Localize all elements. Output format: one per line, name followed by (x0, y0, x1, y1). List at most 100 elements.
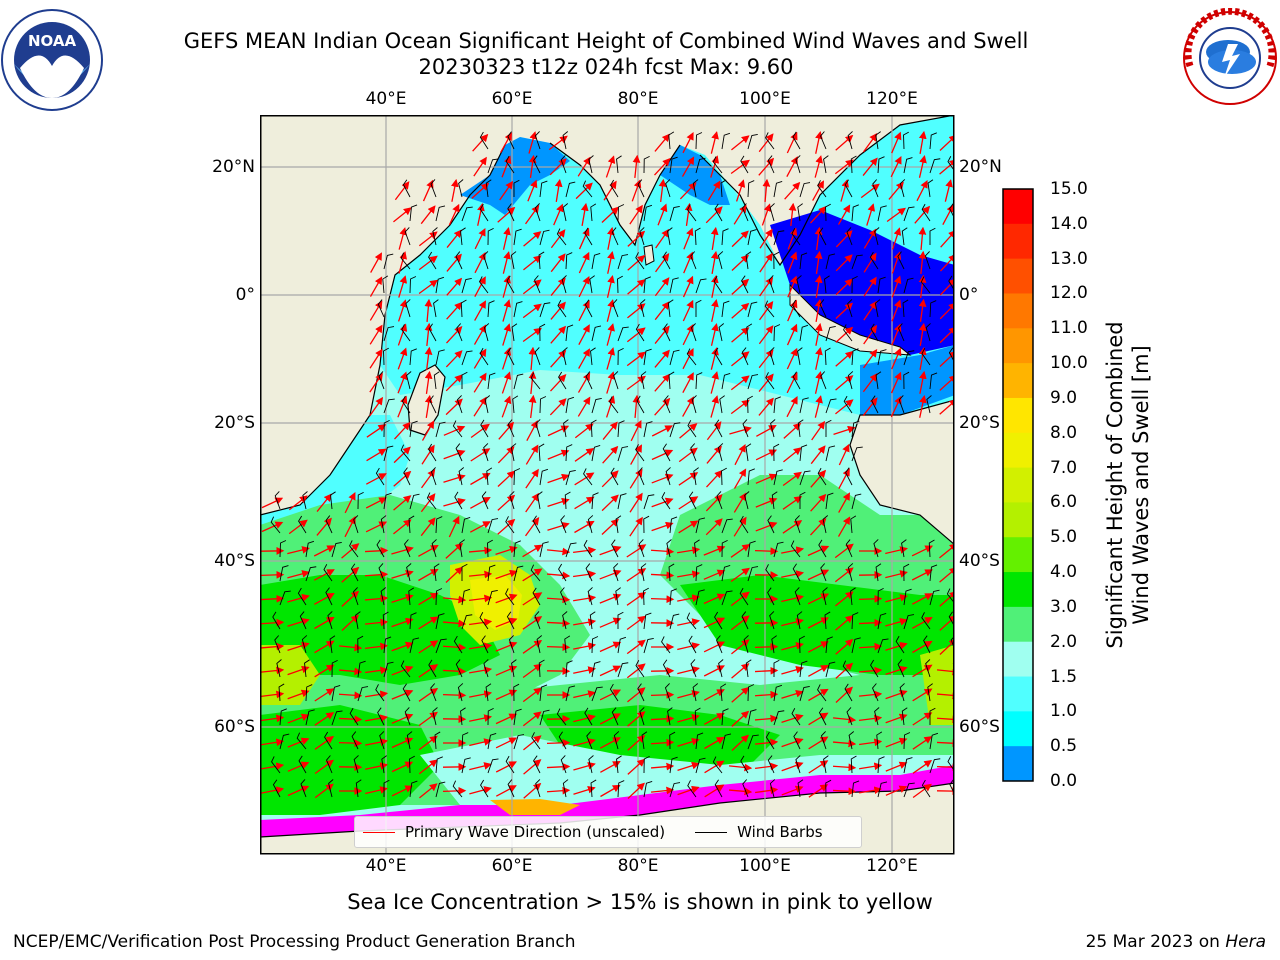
wave-direction-arrow (546, 571, 571, 580)
wave-direction-arrow (549, 398, 567, 416)
wind-barb (693, 467, 699, 486)
wave-direction-arrow (469, 521, 491, 533)
wave-direction-arrow (838, 443, 850, 466)
wind-barb (799, 685, 810, 702)
wind-barb (640, 563, 647, 582)
colorbar-segment (1003, 676, 1033, 712)
wind-barb (928, 539, 935, 558)
wind-barb (694, 539, 700, 558)
wave-direction-arrow (707, 180, 721, 201)
wind-barb (487, 707, 494, 726)
wind-barb (434, 731, 441, 750)
wave-direction-arrow (314, 593, 335, 605)
lon-tick-bottom: 100°E (739, 856, 791, 876)
wave-direction-arrow (858, 690, 883, 699)
wind-barb (487, 372, 496, 390)
wave-direction-arrow (528, 154, 537, 178)
wind-barb (818, 227, 827, 246)
wave-direction-arrow (655, 228, 670, 249)
wind-barb (897, 251, 905, 270)
wind-barb (799, 444, 808, 462)
wave-direction-arrow (733, 516, 747, 537)
wind-barb (591, 661, 601, 678)
wind-barb (461, 517, 471, 534)
wave-direction-arrow (468, 546, 493, 555)
wave-direction-arrow (474, 276, 486, 298)
wind-barb (869, 251, 879, 270)
colorbar-tick-label: 6.0 (1050, 492, 1078, 513)
lat-tick-right: 0° (959, 285, 979, 305)
wave-direction-arrow (546, 762, 571, 771)
wind-barb (692, 179, 699, 198)
wind-barb (487, 227, 494, 246)
wind-barb (640, 371, 647, 390)
wave-direction-arrow (446, 277, 463, 296)
wind-barb (534, 131, 541, 150)
wave-direction-arrow (573, 738, 596, 747)
wind-barb (721, 539, 728, 558)
wave-direction-arrow (627, 711, 646, 727)
wave-direction-arrow (781, 713, 804, 724)
wave-direction-arrow (627, 279, 646, 295)
wave-direction-arrow (338, 643, 363, 652)
wave-direction-arrow (573, 546, 597, 555)
wave-direction-arrow (754, 666, 779, 675)
colorbar-segment (1003, 711, 1033, 747)
legend-label-wind-barbs: Wind Barbs (737, 823, 823, 841)
wind-barb (461, 277, 472, 294)
wave-direction-arrow (574, 472, 595, 486)
wind-barb (643, 612, 652, 630)
wind-barb (461, 563, 468, 581)
wave-direction-arrow (601, 494, 619, 512)
wind-barb (875, 563, 882, 582)
wave-direction-arrow (473, 372, 487, 393)
wind-barb (903, 757, 913, 774)
wave-direction-arrow (502, 299, 511, 322)
wind-barb (643, 755, 650, 774)
wind-barb (799, 252, 808, 270)
wind-barb (485, 683, 492, 702)
wind-barb (350, 563, 359, 582)
wave-direction-arrow (366, 448, 387, 462)
wave-direction-arrow (523, 782, 542, 799)
wave-direction-arrow (369, 396, 384, 417)
nws-logo (1183, 8, 1277, 105)
wind-barb (587, 587, 593, 606)
wind-barb (635, 252, 645, 270)
wave-direction-arrow (677, 666, 700, 675)
wave-direction-arrow (442, 786, 467, 795)
wind-barb (714, 203, 723, 222)
wind-barb (509, 491, 515, 510)
wave-direction-arrow (885, 594, 908, 603)
wind-barb (843, 324, 853, 342)
wave-direction-arrow (501, 155, 512, 178)
wave-direction-arrow (784, 181, 801, 200)
wave-direction-arrow (835, 134, 854, 151)
wave-direction-arrow (936, 667, 954, 676)
wind-barb (692, 683, 699, 702)
wind-barb (929, 758, 941, 774)
wind-barb (669, 756, 678, 774)
wind-barb (562, 779, 569, 798)
wave-direction-arrow (553, 203, 564, 226)
wind-barb (877, 205, 887, 222)
wind-barb (669, 588, 677, 606)
wave-direction-arrow (679, 423, 698, 439)
wave-direction-arrow (912, 783, 932, 798)
wave-direction-arrow (391, 713, 414, 724)
wind-barb (539, 396, 547, 414)
wind-barb (667, 299, 674, 318)
wave-direction-arrow (421, 444, 435, 465)
wind-barb (357, 686, 369, 702)
wave-direction-arrow (424, 322, 433, 347)
wave-direction-arrow (810, 206, 827, 224)
wind-barb (324, 731, 333, 750)
colorbar-tick-label: 5.0 (1050, 527, 1078, 548)
wave-direction-arrow (442, 667, 467, 676)
wind-barb (584, 227, 593, 246)
wind-barb (877, 587, 884, 606)
wind-barb (609, 683, 619, 702)
wave-direction-arrow (863, 349, 878, 369)
wind-barb (664, 395, 671, 414)
wave-direction-arrow (710, 250, 719, 274)
